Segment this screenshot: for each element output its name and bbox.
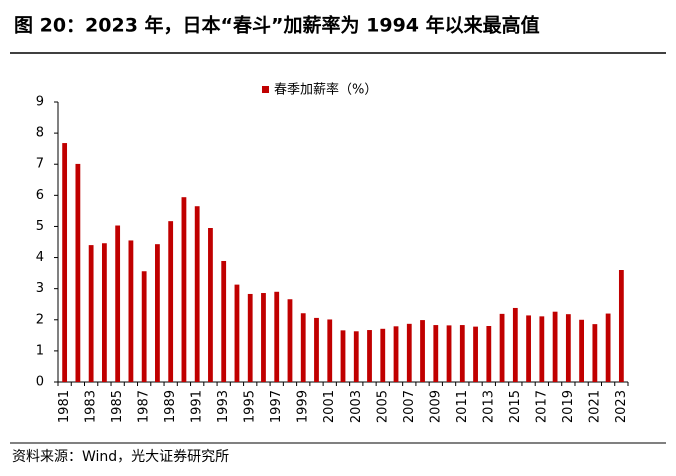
bar	[300, 313, 306, 382]
bar	[287, 299, 293, 382]
bar	[181, 197, 187, 382]
bar	[208, 228, 213, 382]
x-tick-label: 1993	[216, 390, 231, 423]
bar	[155, 244, 160, 382]
bar	[115, 225, 121, 382]
y-tick-label: 5	[36, 219, 44, 234]
bar	[340, 330, 346, 382]
bar	[446, 325, 452, 382]
y-tick-label: 4	[36, 250, 44, 265]
x-tick-label: 2005	[375, 390, 390, 423]
y-tick-label: 7	[36, 157, 44, 172]
x-tick-label: 1995	[243, 390, 258, 423]
bar	[274, 291, 280, 382]
bar	[88, 245, 94, 382]
bar	[433, 325, 439, 382]
bar	[459, 325, 465, 382]
bar	[420, 320, 425, 382]
y-tick-label: 1	[36, 343, 44, 358]
bar	[221, 260, 227, 382]
bar	[592, 324, 598, 382]
x-tick-label: 1983	[84, 390, 99, 423]
x-tick-label: 2011	[455, 390, 470, 423]
bar	[393, 326, 399, 382]
x-tick-label: 1989	[163, 390, 178, 423]
x-tick-label: 1991	[190, 390, 205, 423]
bar	[128, 240, 134, 382]
y-tick-label: 3	[36, 281, 44, 296]
x-tick-label: 2009	[428, 390, 443, 423]
x-tick-label: 1981	[57, 390, 72, 423]
x-tick-label: 2003	[349, 390, 364, 423]
bar	[579, 319, 585, 382]
legend-label: 春季加薪率（%）	[274, 82, 377, 98]
bar	[499, 313, 505, 382]
y-tick-label: 6	[36, 188, 44, 203]
bar	[261, 293, 266, 382]
bar	[406, 323, 412, 382]
y-tick-label: 9	[36, 95, 44, 110]
x-tick-label: 1987	[137, 390, 152, 423]
legend-swatch	[262, 86, 269, 93]
bar	[101, 243, 107, 382]
bar	[367, 330, 372, 382]
x-tick-label: 2021	[587, 390, 602, 423]
bar	[539, 316, 545, 382]
source: 资料来源：Wind，光大证券研究所	[12, 449, 229, 465]
x-tick-label: 2013	[481, 390, 496, 423]
x-tick-label: 2023	[614, 390, 629, 423]
y-tick-label: 8	[36, 126, 44, 141]
x-tick-label: 1985	[110, 390, 125, 423]
bar	[141, 271, 147, 382]
bar	[486, 326, 492, 382]
bar	[552, 311, 558, 382]
x-tick-label: 2019	[561, 390, 576, 423]
bar	[168, 221, 174, 382]
x-tick-label: 1999	[296, 390, 311, 423]
bar	[353, 331, 359, 382]
bar	[565, 314, 571, 382]
bar	[618, 270, 624, 382]
chart-title: 图 20：2023 年，日本“春斗”加薪率为 1994 年以来最高值	[14, 14, 540, 37]
bar	[247, 293, 253, 382]
x-tick-label: 2017	[534, 390, 549, 423]
bar	[526, 315, 531, 382]
bar	[605, 313, 611, 382]
x-tick-label: 2001	[322, 390, 337, 423]
y-tick-label: 2	[36, 312, 44, 327]
x-tick-label: 1997	[269, 390, 284, 423]
bar	[314, 317, 319, 382]
y-tick-label: 0	[36, 375, 44, 390]
bar	[512, 307, 518, 382]
bar	[194, 206, 200, 382]
bar	[75, 163, 81, 382]
x-tick-label: 2015	[508, 390, 523, 423]
bar	[473, 326, 478, 382]
bar	[380, 328, 386, 382]
x-tick-label: 2007	[402, 390, 417, 423]
bar	[62, 143, 68, 382]
bar	[327, 319, 333, 382]
bar	[234, 284, 240, 382]
